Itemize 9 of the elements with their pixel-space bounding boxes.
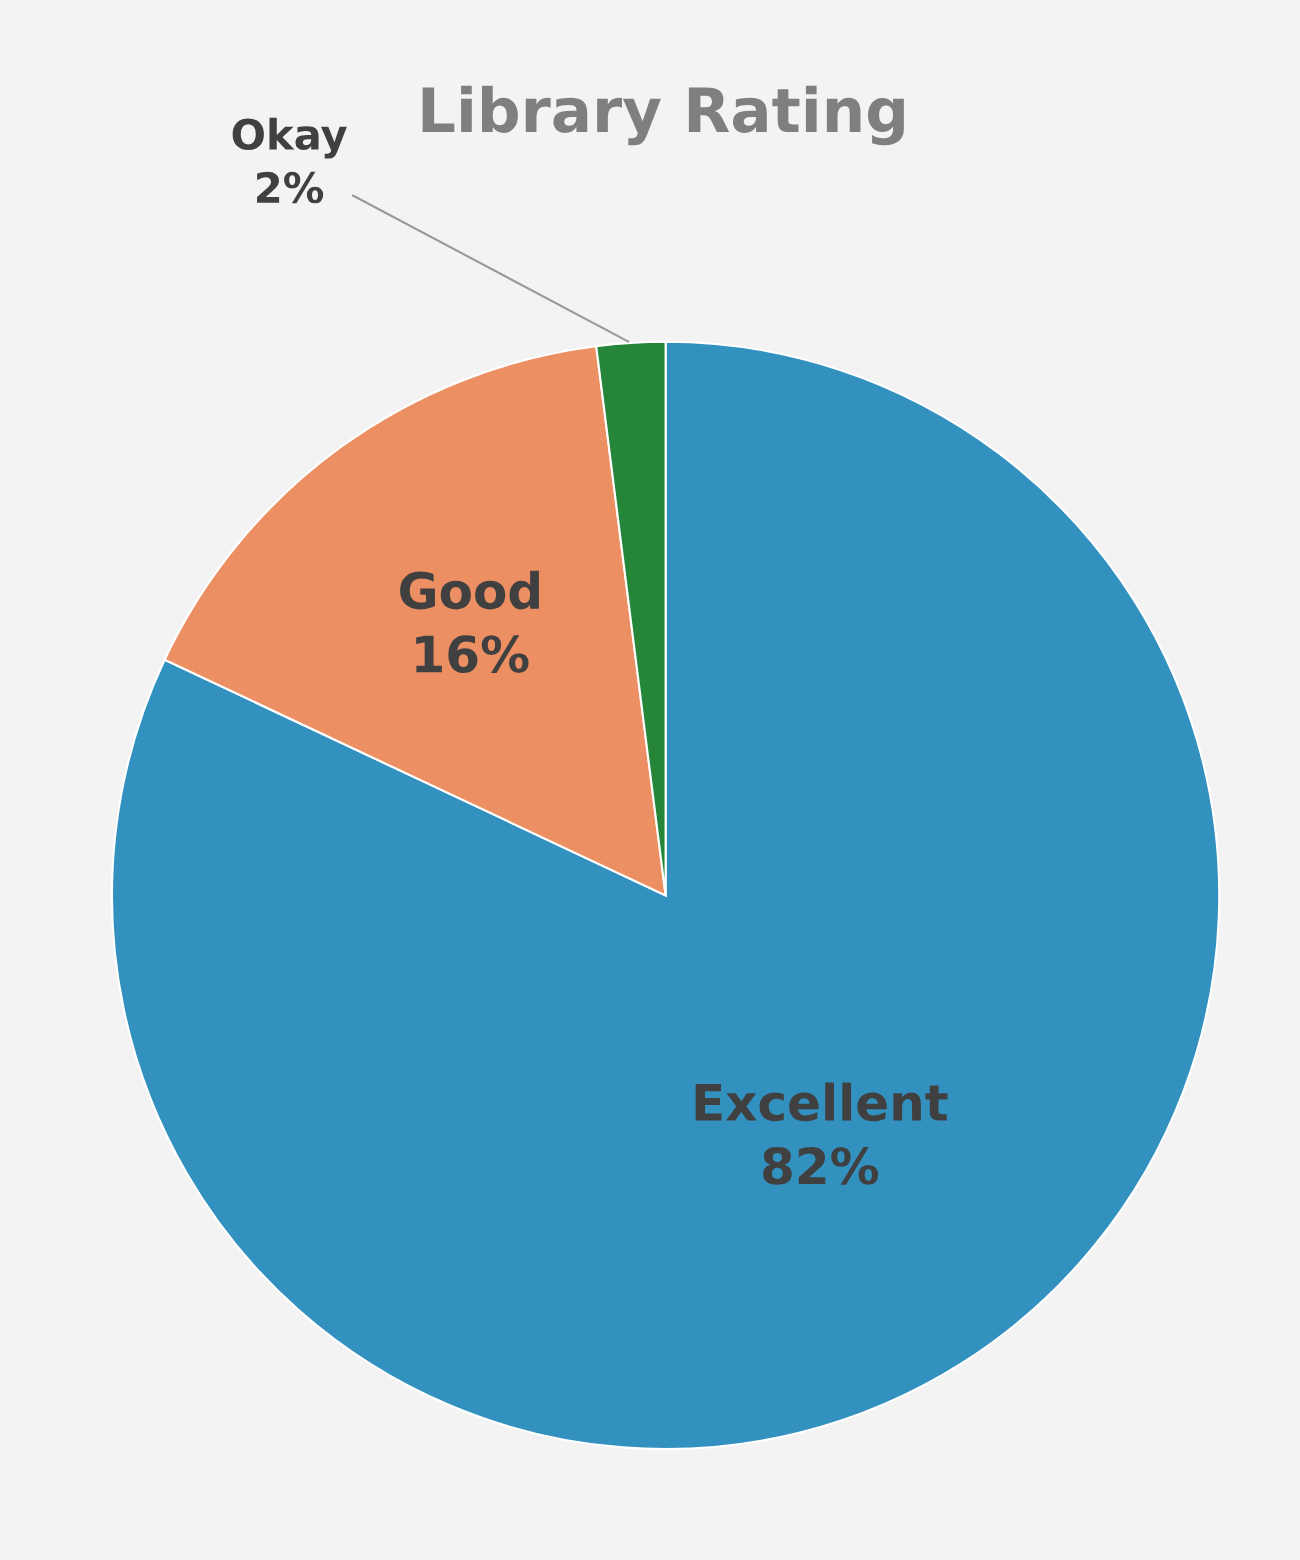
pie-slice [163, 345, 667, 897]
data-label: 16% [416, 635, 529, 673]
data-label: 82% [763, 1147, 879, 1185]
slice-label: Okay [232, 117, 347, 159]
slice-label: Excellent [695, 1082, 948, 1122]
slice-label: Good [400, 570, 539, 610]
data-label: 2% [257, 171, 324, 204]
chart-title: Library Rating [422, 85, 904, 146]
pie-slice [110, 340, 1221, 1451]
